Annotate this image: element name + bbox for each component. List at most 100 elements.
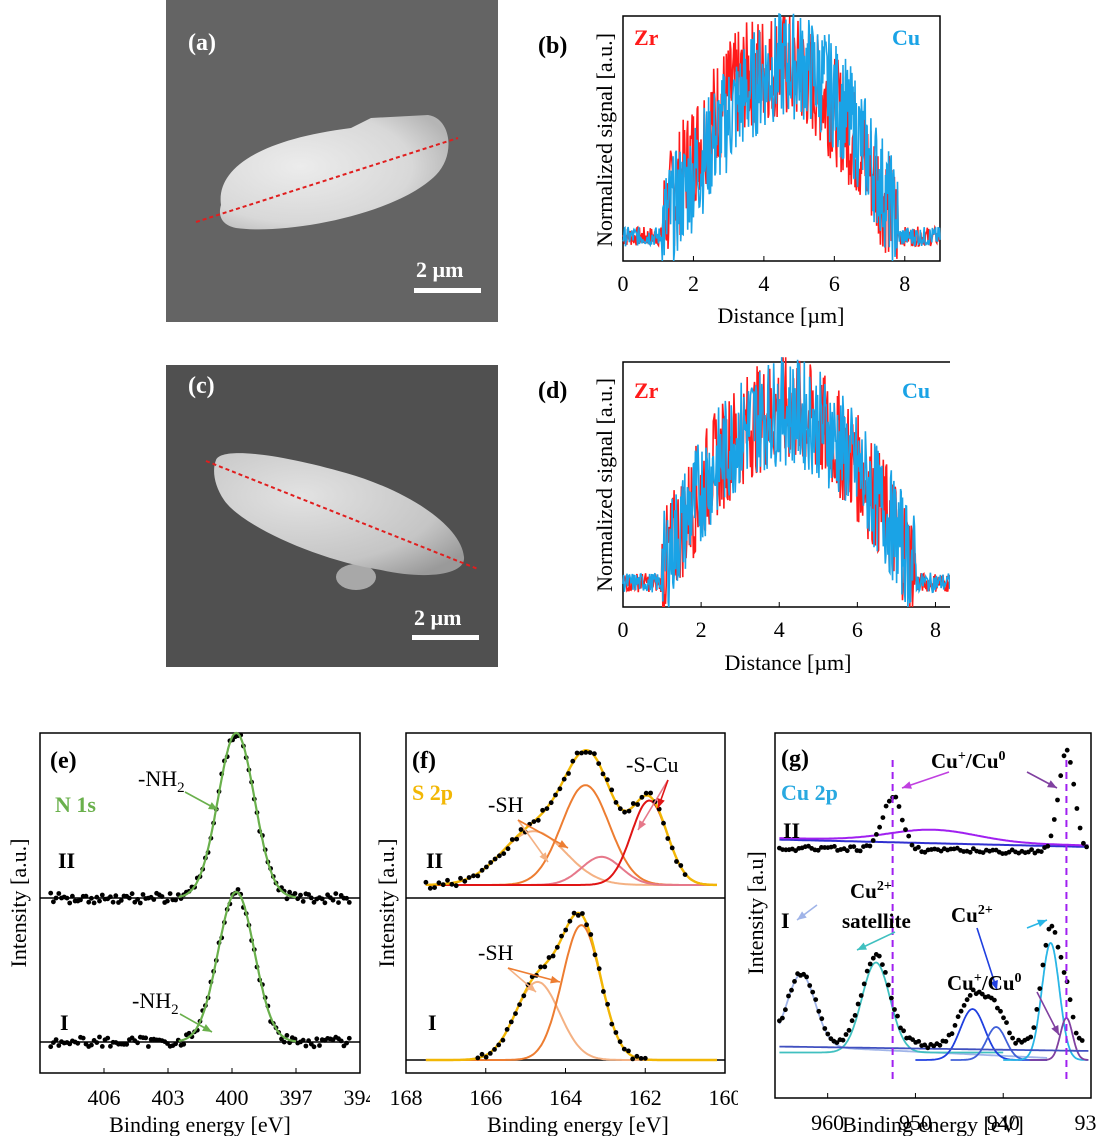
data-point	[538, 964, 543, 970]
data-point	[330, 897, 336, 903]
data-point	[910, 1037, 915, 1042]
plot-frame-f	[405, 732, 726, 1074]
x-ticks-g: 960 950 940 930	[811, 1093, 1097, 1135]
data-point	[1038, 849, 1044, 854]
data-point	[427, 885, 433, 891]
data-point	[601, 989, 606, 994]
data-point	[634, 1053, 640, 1059]
data-point	[336, 900, 341, 905]
x-tick-label: 950	[899, 1110, 932, 1135]
data-point	[846, 1027, 852, 1033]
data-point	[97, 898, 102, 904]
data-point	[815, 847, 821, 853]
data-point	[64, 895, 70, 901]
data-point	[513, 1011, 518, 1016]
spectrum-g	[777, 747, 1089, 1080]
data-point	[952, 1023, 958, 1028]
x-tick-label: 2	[696, 617, 707, 642]
data-point	[346, 1035, 352, 1041]
data-point	[874, 832, 879, 837]
data-point	[89, 895, 94, 901]
data-point	[883, 803, 889, 809]
data-point	[559, 933, 564, 939]
data-point	[870, 955, 876, 961]
fit-curve	[178, 731, 297, 899]
data-point	[876, 953, 882, 959]
panel-label-d: (d)	[538, 378, 567, 404]
x-tick-label: 403	[152, 1085, 185, 1110]
data-point	[635, 802, 640, 807]
sem-image-a: (a) 2 µm	[166, 0, 498, 322]
data-point	[487, 1051, 493, 1056]
sh-arrow-1-head	[539, 852, 548, 862]
data-point	[1055, 797, 1060, 803]
data-point	[967, 993, 973, 998]
data-point	[822, 1026, 828, 1031]
x-tick-label: 0	[618, 271, 629, 296]
data-point	[492, 856, 498, 862]
panel-label-c: (c)	[188, 373, 215, 399]
data-point	[284, 896, 290, 902]
data-point	[971, 846, 976, 852]
fit-II	[779, 828, 1089, 847]
x-ticks-d: 0 2 4 6 8	[618, 602, 941, 642]
data-point	[319, 896, 325, 902]
component-II-1	[425, 784, 717, 886]
data-point	[484, 864, 489, 870]
ylabel-e: Intensity [a.u.]	[6, 839, 31, 968]
data-point	[504, 1027, 510, 1032]
data-point	[648, 790, 653, 796]
cu-plus-cu0-bottom-label: Cu+/Cu0	[947, 971, 1022, 995]
data-point	[287, 889, 292, 895]
sh-arrow-4-head	[550, 975, 560, 984]
data-point	[1052, 930, 1058, 935]
cu-plus-cu0-top-label: Cu+/Cu0	[931, 749, 1006, 773]
cu2-arrow-1	[976, 927, 998, 991]
data-point	[1045, 843, 1051, 849]
curve-label-II-f: II	[426, 848, 443, 873]
data-point	[583, 750, 589, 755]
scale-bar-a	[414, 288, 481, 293]
data-point	[56, 1043, 62, 1048]
data-point	[849, 1018, 855, 1024]
data-point	[843, 1032, 849, 1037]
data-point	[159, 894, 165, 899]
ylabel-g: Intensity [a.u]	[743, 851, 768, 974]
data-point	[135, 1040, 141, 1046]
data-point	[1081, 840, 1086, 846]
nh2-arrow-top-head	[208, 802, 218, 810]
x-tick-label: 940	[987, 1110, 1020, 1135]
data-point	[896, 804, 902, 809]
sat-arrow-2-head	[857, 942, 867, 950]
data-point	[1073, 1030, 1079, 1036]
data-point	[596, 761, 602, 766]
data-point	[546, 955, 552, 960]
data-point	[432, 885, 437, 890]
data-point	[458, 875, 463, 881]
data-point	[1058, 773, 1064, 779]
data-point	[810, 989, 816, 995]
x-tick-label: 397	[280, 1085, 313, 1110]
signal-lines-d	[622, 357, 950, 608]
data-point	[51, 899, 56, 905]
data-point	[146, 1044, 151, 1049]
data-point	[967, 849, 973, 855]
element-label-g: Cu 2p	[781, 780, 838, 805]
data-point	[855, 1001, 861, 1007]
data-point	[886, 798, 892, 804]
data-point	[955, 1014, 961, 1020]
x-tick-label: 960	[811, 1110, 844, 1135]
signal-lines-b	[622, 13, 941, 262]
data-point	[303, 1043, 309, 1049]
data-point	[497, 853, 502, 859]
data-point	[561, 776, 567, 782]
x-tick-label: 8	[899, 271, 910, 296]
data-point	[1037, 986, 1043, 991]
data-point	[642, 1055, 648, 1061]
data-point	[857, 848, 863, 854]
data-point	[1079, 1038, 1085, 1043]
data-point	[630, 801, 636, 806]
signal-line-cu	[622, 13, 941, 262]
data-point	[475, 873, 481, 879]
data-point	[108, 1043, 113, 1049]
